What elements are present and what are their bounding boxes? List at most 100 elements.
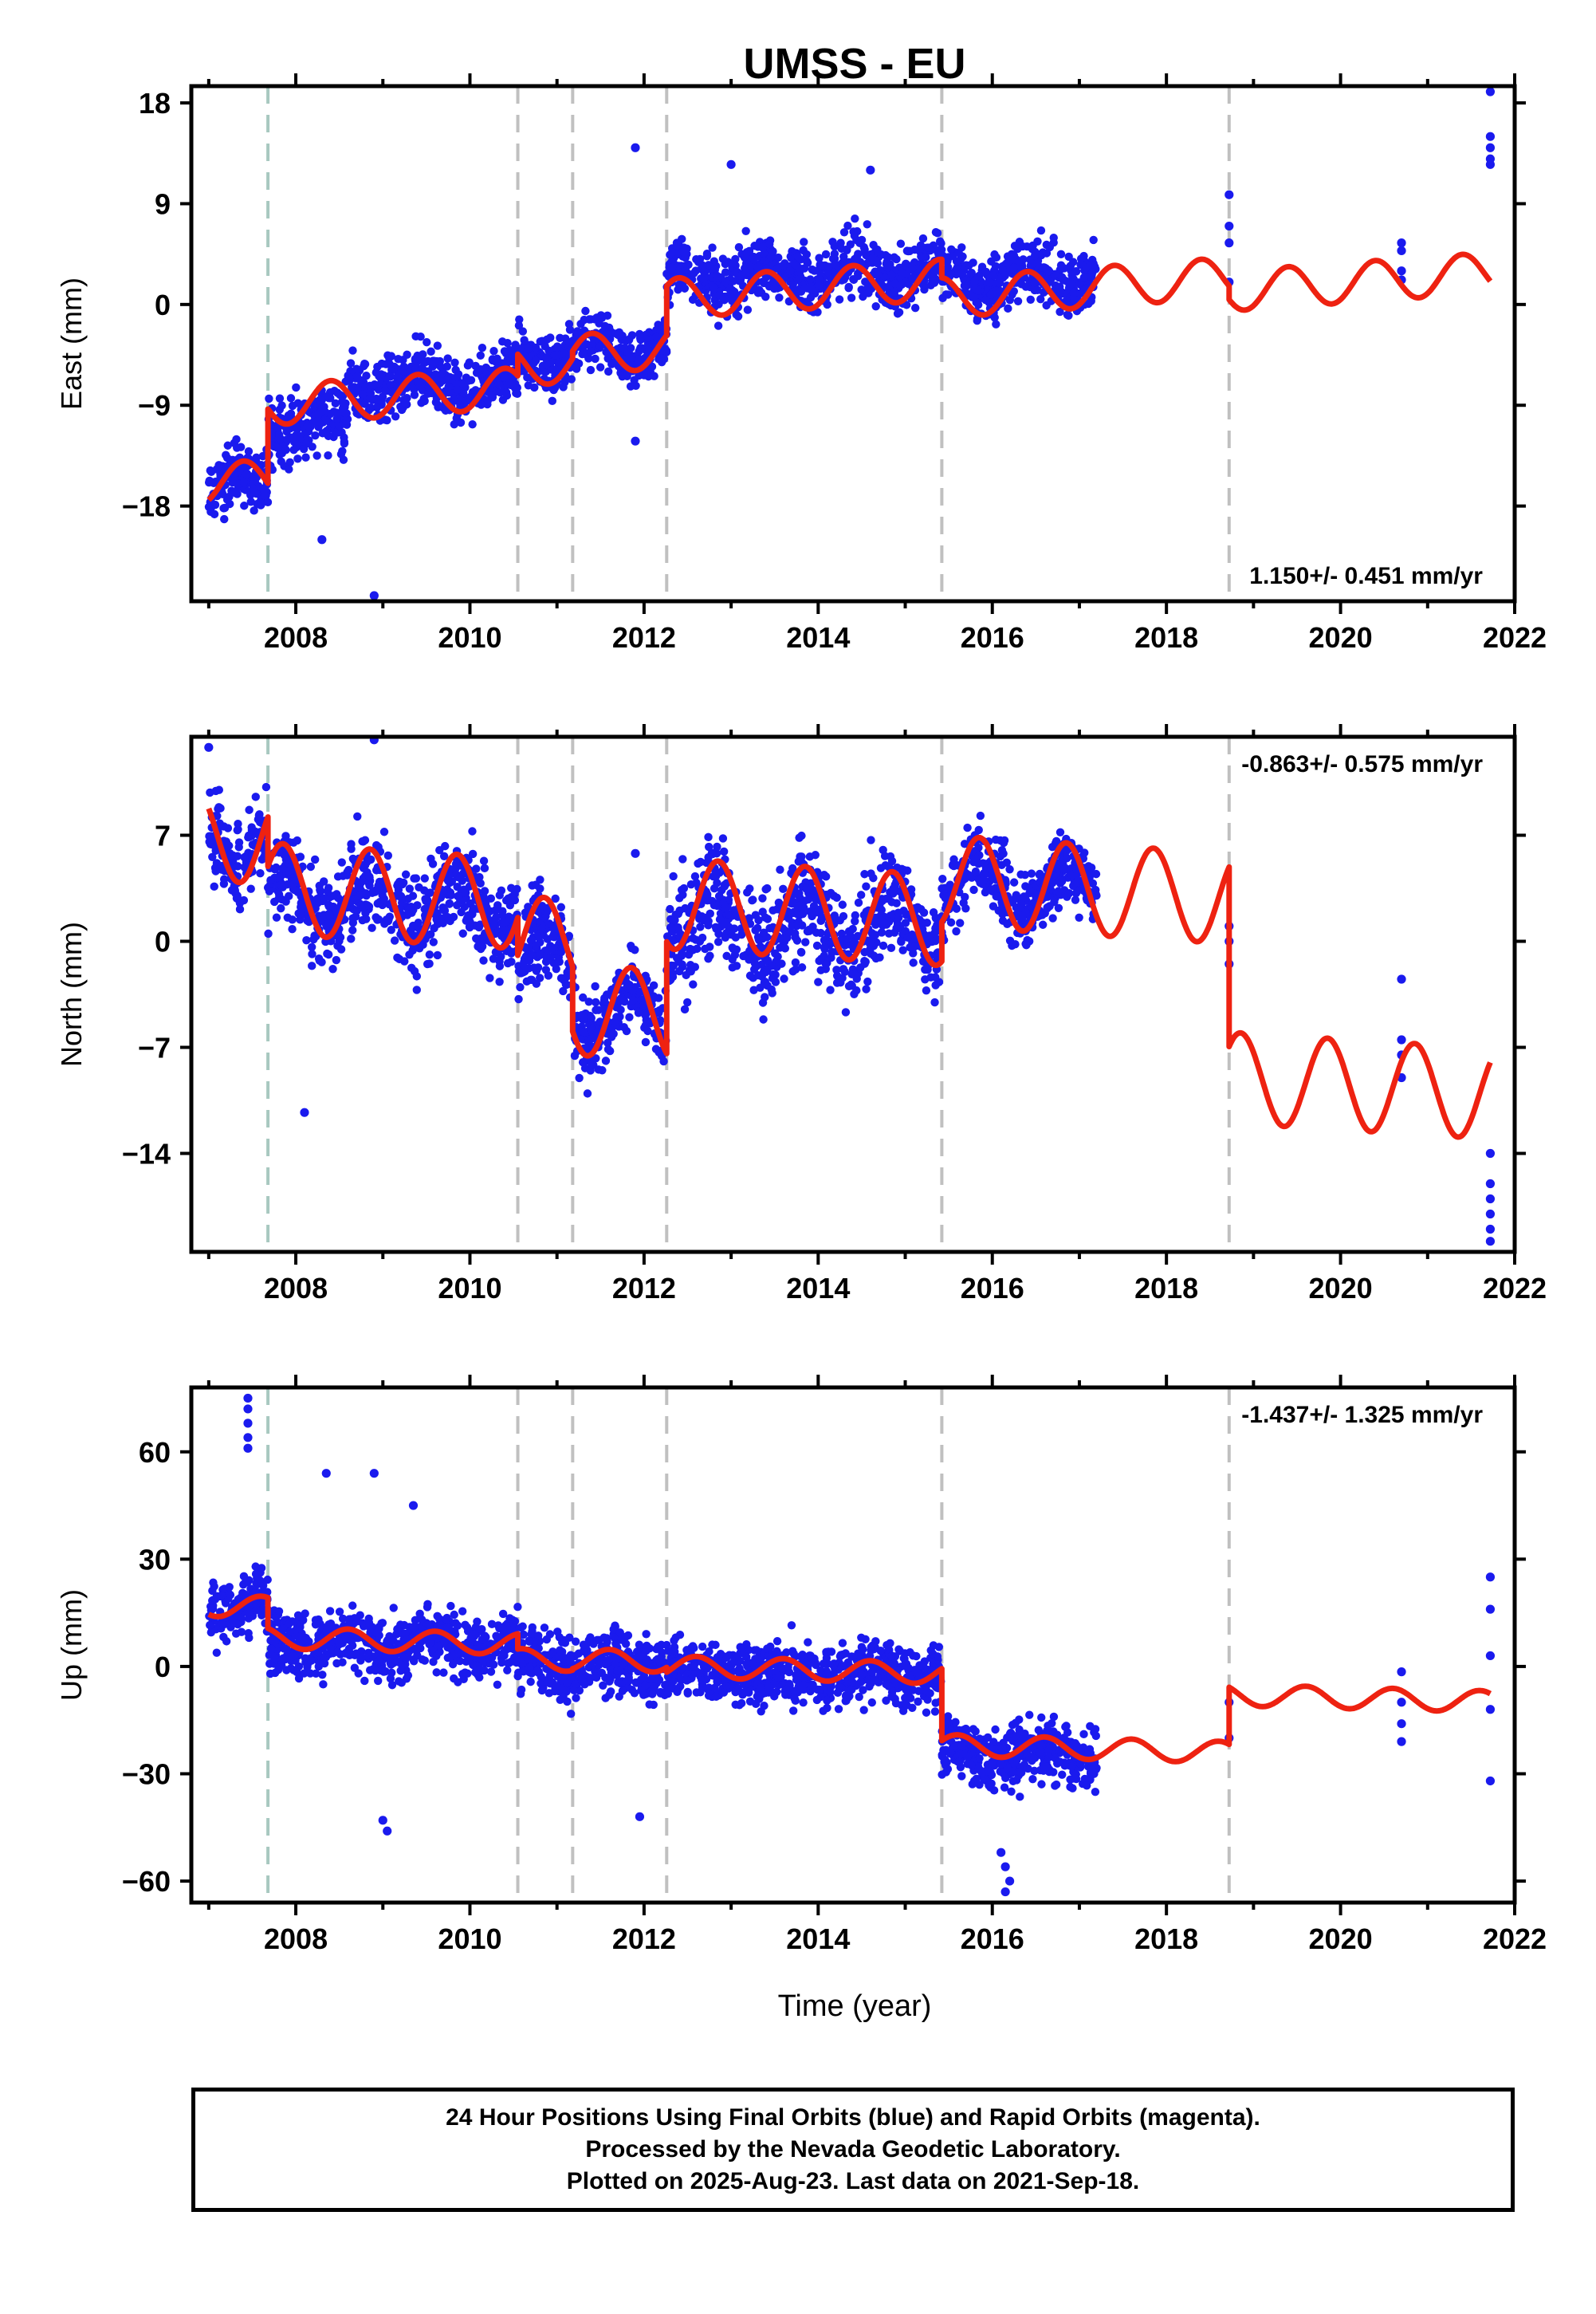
east-data-point [513, 384, 521, 392]
east-data-point [206, 507, 215, 517]
north-data-point [256, 868, 265, 878]
east-data-point [352, 372, 362, 381]
east-data-point [580, 315, 588, 325]
east-data-point [286, 394, 296, 403]
east-data-point [718, 254, 728, 263]
east-data-point [873, 258, 883, 268]
east-data-point [472, 368, 482, 377]
north-data-point [443, 876, 453, 885]
east-data-point [501, 388, 511, 397]
north-data-point [462, 888, 470, 897]
north-data-point [909, 943, 918, 952]
east-data-point [714, 290, 724, 300]
east-data-point [564, 338, 574, 347]
east-data-point [922, 253, 930, 262]
north-data-point [544, 919, 554, 928]
north-data-point [453, 901, 462, 910]
north-data-point [492, 912, 501, 922]
north-data-point [460, 902, 470, 911]
east-data-point [556, 333, 564, 343]
east-data-point [1009, 287, 1018, 296]
east-data-point [1004, 304, 1012, 313]
north-data-point [281, 897, 290, 906]
north-data-point [675, 906, 684, 915]
north-data-point [578, 1058, 588, 1067]
north-data-point [768, 962, 776, 970]
north-data-point [278, 864, 287, 873]
north-data-point [867, 869, 875, 878]
north-data-point [889, 889, 898, 898]
east-data-point [284, 411, 293, 420]
east-x-tick-label: 2010 [438, 621, 501, 654]
north-data-point [270, 897, 279, 907]
north-data-point [761, 885, 770, 894]
north-data-point [543, 905, 552, 915]
east-data-point [433, 341, 442, 350]
east-data-point [859, 292, 867, 301]
up-data-points [205, 1393, 1496, 1897]
north-data-point [598, 1066, 607, 1075]
north-data-point [603, 1038, 612, 1048]
east-data-point [316, 407, 325, 417]
north-data-point [776, 865, 784, 874]
north-data-point [458, 929, 467, 938]
north-data-point [619, 1022, 628, 1032]
east-data-point [548, 396, 556, 406]
north-data-point [678, 891, 687, 899]
north-x-tick-label: 2008 [264, 1272, 328, 1305]
east-data-point [814, 281, 824, 290]
east-data-point [313, 417, 322, 426]
east-data-point [714, 300, 723, 309]
east-data-point [799, 246, 808, 255]
north-data-point [586, 1066, 595, 1075]
east-data-point [586, 347, 596, 356]
north-data-point [841, 1008, 851, 1017]
east-data-point [501, 359, 510, 368]
east-data-point [881, 250, 890, 260]
east-data-point [945, 270, 955, 280]
north-data-point [827, 947, 836, 957]
north-data-point [235, 905, 245, 914]
north-data-point [930, 998, 939, 1007]
east-data-point [210, 500, 220, 510]
east-data-point [1076, 254, 1086, 263]
north-data-point [846, 931, 855, 940]
north-data-point [826, 986, 835, 994]
north-data-point [225, 851, 234, 860]
east-x-tick-label: 2022 [1483, 621, 1547, 654]
east-data-point [949, 252, 957, 261]
up-data-point [232, 1619, 241, 1627]
north-data-point [309, 935, 318, 944]
north-data-point [400, 957, 409, 966]
north-data-point [931, 981, 940, 990]
east-data-point [667, 263, 677, 272]
east-data-point [346, 359, 356, 368]
east-data-point [682, 245, 691, 254]
north-data-point [288, 915, 297, 924]
north-data-point [425, 950, 434, 959]
north-data-point [313, 895, 322, 903]
east-data-point [321, 427, 331, 436]
east-data-point [273, 423, 281, 432]
east-data-point [369, 591, 379, 600]
north-data-point [1039, 920, 1048, 929]
east-data-point [989, 271, 998, 280]
north-data-point [479, 856, 489, 865]
north-data-point [524, 903, 533, 911]
east-data-point [316, 396, 324, 404]
east-data-point [385, 360, 394, 369]
up-data-point [458, 1607, 467, 1615]
east-data-point [555, 358, 564, 367]
north-data-point [433, 950, 442, 960]
north-data-point [838, 900, 847, 909]
east-data-point [850, 231, 859, 240]
east-plot-area [204, 86, 1496, 601]
east-data-point [943, 290, 953, 299]
north-data-point [668, 972, 678, 982]
north-data-point [319, 877, 328, 886]
north-data-point [455, 873, 464, 882]
east-data-point [649, 339, 658, 348]
north-data-point [961, 904, 970, 913]
east-data-point [813, 308, 822, 317]
north-data-point [840, 967, 849, 976]
